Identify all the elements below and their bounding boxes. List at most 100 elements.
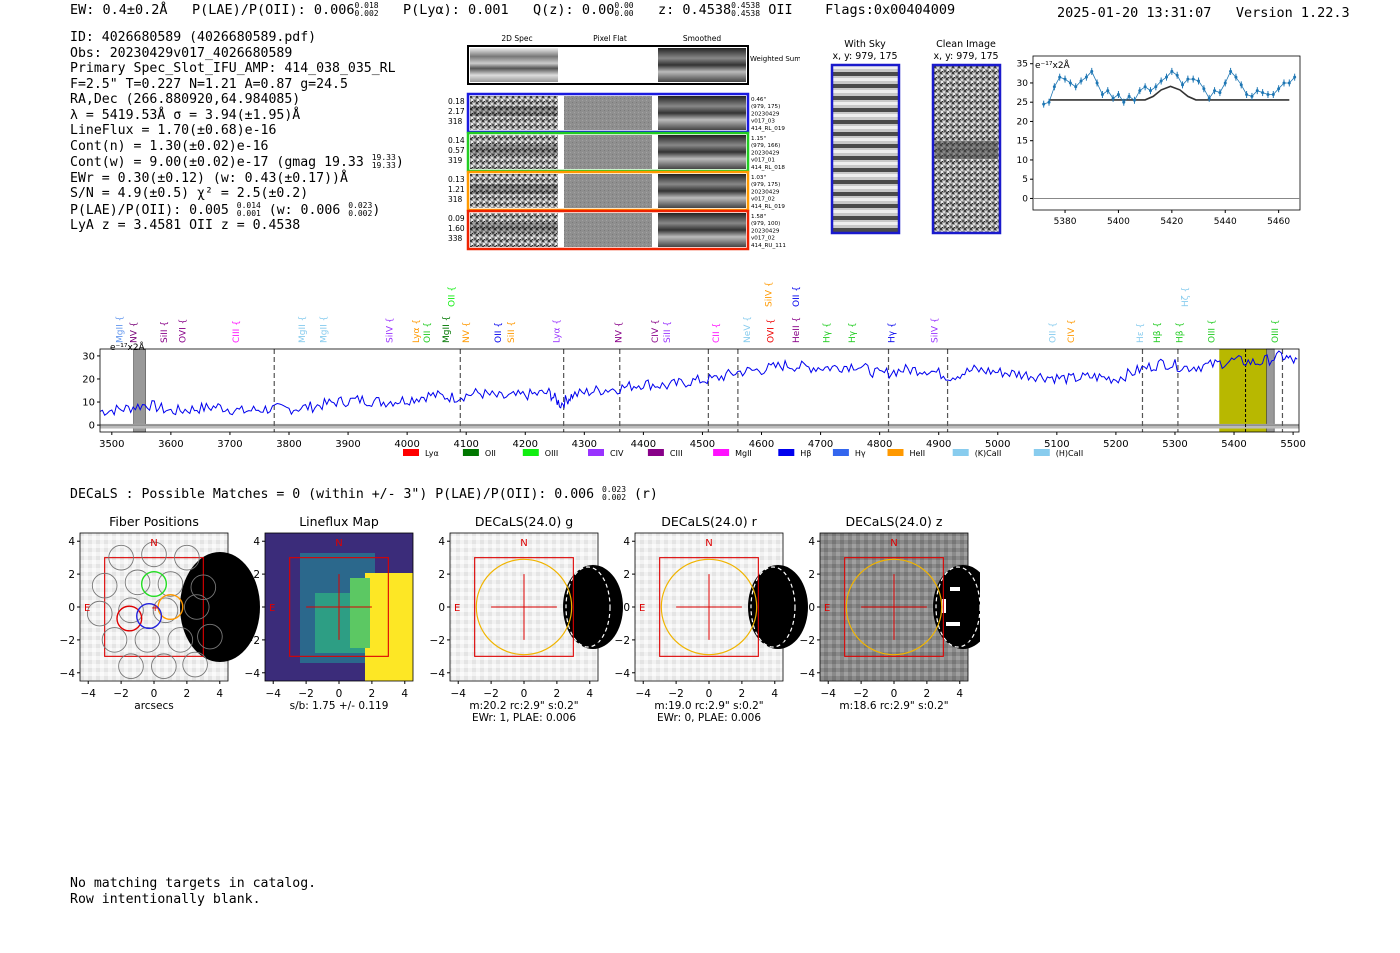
info-ewr: EWr = 0.30(±0.12) (w: 0.43(±0.17))Å (70, 170, 348, 186)
info-contw: Cont(w) = 9.00(±0.02)e-17 (gmag 19.33 19… (70, 153, 404, 171)
info-lambda: λ = 5419.53Å σ = 3.94(±1.95)Å (70, 107, 301, 123)
compass-east: E (639, 603, 645, 614)
fiber-circle (152, 597, 179, 624)
compass-east: E (454, 603, 460, 614)
line-id-label: Lyα { (553, 319, 563, 343)
info-sn: S/N = 4.9(±0.5) χ² = 2.5(±0.2) (70, 186, 309, 201)
panel-y-tick-label: 0 (68, 602, 75, 614)
version-value: Version 1.22.3 (1235, 5, 1350, 21)
panel-y-tick-label: −4 (430, 668, 446, 680)
spec-row-meta: 20230429 (751, 228, 780, 234)
clean-image-coords: x, y: 979, 175 (933, 51, 998, 62)
spec-row-meta: (979, 166) (751, 143, 780, 149)
spectrum-unit-label: e⁻¹⁷x2Å (110, 341, 146, 353)
fiber-circle (134, 627, 161, 653)
panel-caption: arcsecs (134, 700, 173, 712)
qz-value: Q(z): 0.00 (533, 2, 615, 18)
line-id-label: OVI { (766, 319, 776, 343)
weighted-2d (470, 48, 558, 82)
line-id-label: CIV { (1067, 319, 1077, 343)
zoom-data-line (1043, 70, 1295, 105)
cutouts-panel: With Sky x, y: 979, 175 Clean Image x, y… (830, 39, 1002, 235)
panel-x-tick-label: 0 (151, 688, 158, 700)
spec-row-value: 1.21 (448, 185, 465, 194)
line-id-label: SiIV { (931, 317, 941, 343)
clean-image-trace (935, 141, 998, 159)
legend-label: (H)CaII (1056, 449, 1083, 458)
line-id-label: CIV { (651, 319, 661, 343)
panel-y-tick-label: 2 (68, 569, 75, 581)
info-plae: P(LAE)/P(OII): 0.005 0.014 0.001 (w: 0.00… (70, 200, 381, 218)
panel-title: DECaLS(24.0) r (661, 514, 757, 529)
spec-row-flat (564, 213, 652, 247)
line-id-label: Hγ { (887, 322, 897, 343)
line-id-label: SiII { (663, 321, 673, 343)
panel-x-tick-label: −4 (80, 688, 96, 700)
fiber-circle (108, 544, 134, 571)
spec-row-value: 0.13 (448, 175, 465, 184)
search-box (474, 557, 574, 657)
z-bounds: 0.4538 0.4538 (731, 1, 761, 18)
spectrum-x-tick-label: 5200 (1103, 439, 1128, 450)
spec-row-flat (564, 96, 652, 130)
lineflux-peak (365, 573, 413, 681)
line-id-label: OII { (494, 322, 504, 343)
bright-source (180, 552, 260, 662)
plae-bounds: 0.018 0.002 (354, 1, 379, 18)
fiber-circle (174, 544, 200, 571)
compass-east: E (269, 603, 275, 614)
legend-swatch (462, 449, 479, 456)
line-id-label: SiII { (507, 321, 517, 343)
bright-source (748, 565, 808, 649)
legend-swatch (522, 449, 539, 456)
spectrum-x-tick-label: 3900 (335, 439, 360, 450)
spec-row-meta: 414_RU_111 (751, 243, 786, 249)
search-box (289, 557, 389, 657)
line-id-label: NV { (615, 322, 625, 343)
footer-notes: No matching targets in catalog. Row inte… (70, 876, 316, 907)
info-contn: Cont(n) = 1.30(±0.02)e-16 (70, 138, 269, 154)
spec-row-trace (470, 106, 558, 116)
line-id-label: Hε { (1136, 323, 1146, 343)
spec-row-meta: 1.15" (751, 136, 766, 142)
neighbor-aperture (750, 566, 796, 648)
decals-summary-bounds: 0.023 0.002 (601, 485, 627, 502)
zoom-y-tick-label: 0 (1022, 194, 1028, 204)
spec-row-meta: v017_01 (751, 158, 775, 164)
panel-y-tick-label: −2 (615, 635, 630, 647)
panel-y-tick-label: 4 (253, 536, 260, 548)
fiber-circle (118, 597, 144, 624)
zoom-y-tick-label: 35 (1017, 60, 1028, 70)
line-id-label: NeV { (743, 316, 753, 343)
spec-row-meta: 20230429 (751, 189, 780, 195)
panel-x-tick-label: −2 (483, 688, 498, 700)
spec-row-meta: 1.03" (751, 175, 766, 181)
spec-row-value: 318 (448, 117, 463, 126)
line-id-label: Hβ { (1153, 322, 1163, 343)
panel-caption: m:19.0 rc:2.9" s:0.2" (654, 700, 763, 712)
fiber-circle (151, 653, 177, 679)
fiber-circle (86, 600, 113, 627)
zoom-y-tick-label: 25 (1017, 98, 1028, 108)
spectrum-x-tick-label: 4300 (572, 439, 597, 450)
decals-band: (r) (634, 487, 658, 502)
compass-east: E (84, 603, 90, 614)
z-line: OII (768, 2, 793, 18)
compass-north: N (335, 538, 342, 549)
line-id-label: MgII { (298, 316, 308, 343)
spec-row-meta: (979, 100) (751, 221, 780, 227)
zoom-x-tick-label: 5400 (1107, 217, 1130, 227)
spec-row-meta: 414_RL_018 (751, 165, 785, 171)
spec-row-meta: v017_02 (751, 236, 775, 242)
panel-x-tick-label: 4 (586, 688, 593, 700)
source-aperture (475, 558, 573, 656)
footer-line-2: Row intentionally blank. (70, 891, 261, 907)
spectrum-y-tick-label: 0 (89, 421, 95, 432)
fiber-blue (136, 603, 163, 630)
legend-label: Hγ (855, 449, 866, 458)
panel-x-tick-label: 4 (216, 688, 223, 700)
panel-x-tick-label: −2 (668, 688, 683, 700)
panel-y-tick-label: 0 (808, 602, 815, 614)
spec-row-value: 0.14 (448, 136, 465, 145)
zoom-axes-frame (1032, 55, 1301, 211)
